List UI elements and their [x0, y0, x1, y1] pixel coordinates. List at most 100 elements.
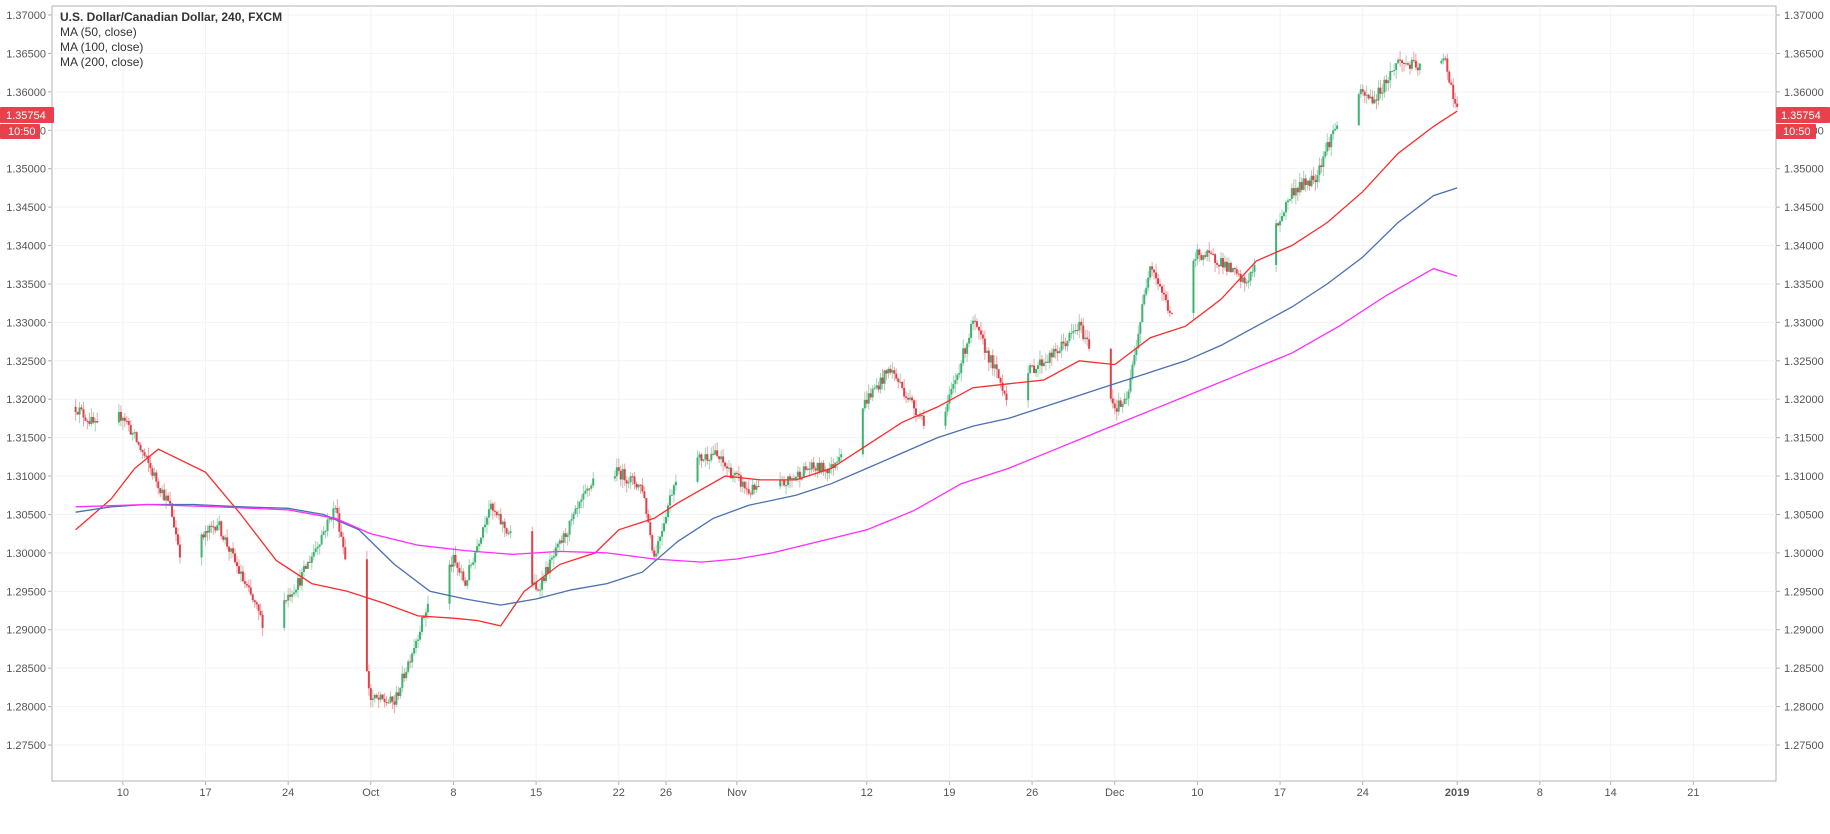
candle: [1249, 270, 1252, 287]
candle: [373, 693, 376, 703]
candle: [560, 535, 563, 545]
candle-body: [749, 493, 752, 495]
candle-body: [615, 467, 618, 477]
x-tick-label: Dec: [1105, 787, 1125, 799]
candle: [637, 483, 640, 491]
candle: [1145, 279, 1148, 297]
candle: [82, 401, 85, 427]
right-price-badge-text: 1.35754: [1781, 110, 1821, 122]
candle-body: [1054, 348, 1057, 352]
candle-body: [993, 364, 996, 369]
candle: [375, 693, 378, 700]
candle: [403, 668, 406, 683]
candle-body: [501, 521, 504, 525]
candle-body: [625, 480, 628, 484]
candle-body: [1198, 249, 1201, 256]
candle-body: [1369, 96, 1372, 99]
candle-body: [222, 536, 225, 540]
candle: [1044, 353, 1047, 371]
candle-body: [297, 578, 300, 590]
candle: [623, 463, 626, 487]
candle-body: [1357, 94, 1360, 126]
candle: [621, 463, 624, 489]
candle-body: [639, 484, 642, 486]
candle-body: [82, 409, 85, 418]
candle: [814, 465, 817, 477]
candle: [310, 552, 313, 570]
candle: [1054, 343, 1057, 359]
candle-body: [458, 567, 461, 573]
candle-body: [497, 513, 500, 516]
candle: [133, 429, 136, 439]
candle-body: [1076, 330, 1079, 332]
candle-body: [314, 548, 317, 552]
candle-body: [1143, 294, 1146, 305]
candle-body: [117, 411, 120, 423]
candle-body: [724, 462, 727, 467]
candle: [574, 505, 577, 515]
candle-body: [415, 640, 418, 649]
candle-body: [828, 468, 831, 474]
ma100-line: [75, 187, 1458, 606]
candle-body: [621, 469, 624, 480]
candle-body: [1444, 58, 1447, 60]
candle-body: [631, 476, 634, 478]
candle-body: [590, 485, 593, 489]
candle-body: [1298, 181, 1301, 193]
candle-body: [334, 507, 337, 509]
candle-body: [899, 381, 902, 383]
candle: [651, 533, 654, 554]
candle: [639, 484, 642, 494]
candle-body: [1074, 330, 1077, 332]
candle: [415, 637, 418, 654]
candle-body: [94, 421, 97, 423]
candle-body: [739, 475, 742, 487]
candle: [92, 412, 95, 425]
candle-body: [1121, 404, 1124, 407]
candle-body: [145, 455, 148, 457]
candle: [1312, 167, 1315, 185]
candle: [306, 561, 309, 569]
candle: [1442, 53, 1445, 65]
candle-body: [1375, 99, 1378, 101]
candle-body: [330, 517, 333, 520]
candle-body: [975, 321, 978, 327]
candle-body: [544, 567, 547, 582]
candle: [1231, 267, 1234, 273]
x-tick-label: 17: [199, 787, 211, 799]
candle-body: [413, 648, 416, 654]
candle-body: [787, 476, 790, 486]
candle: [300, 568, 303, 591]
candle-body: [720, 456, 723, 460]
candle-body: [1086, 337, 1089, 340]
candle: [1406, 61, 1409, 66]
candle: [1038, 350, 1041, 374]
candle: [1046, 354, 1049, 363]
candle: [739, 472, 742, 493]
candle: [1127, 388, 1130, 406]
legend-ma100: MA (100, close): [60, 40, 144, 54]
candle: [1320, 158, 1323, 174]
candle-body: [566, 534, 569, 537]
candle-body: [1235, 269, 1238, 274]
candle: [509, 525, 512, 538]
candle-body: [224, 537, 227, 540]
candle-body: [92, 416, 95, 423]
candle-body: [119, 411, 122, 421]
candle: [297, 574, 300, 598]
candle: [239, 564, 242, 582]
candle: [755, 479, 758, 493]
candle-body: [241, 571, 244, 582]
candle-body: [1412, 59, 1415, 61]
candle: [1086, 329, 1089, 347]
x-tick-label: 10: [117, 787, 129, 799]
candle: [499, 508, 502, 525]
x-tick-label: 21: [1687, 787, 1699, 799]
candle-body: [704, 454, 707, 460]
candle: [1416, 61, 1419, 76]
candle-body: [495, 511, 498, 516]
x-tick-label: 26: [1026, 787, 1038, 799]
candle-body: [232, 548, 235, 554]
